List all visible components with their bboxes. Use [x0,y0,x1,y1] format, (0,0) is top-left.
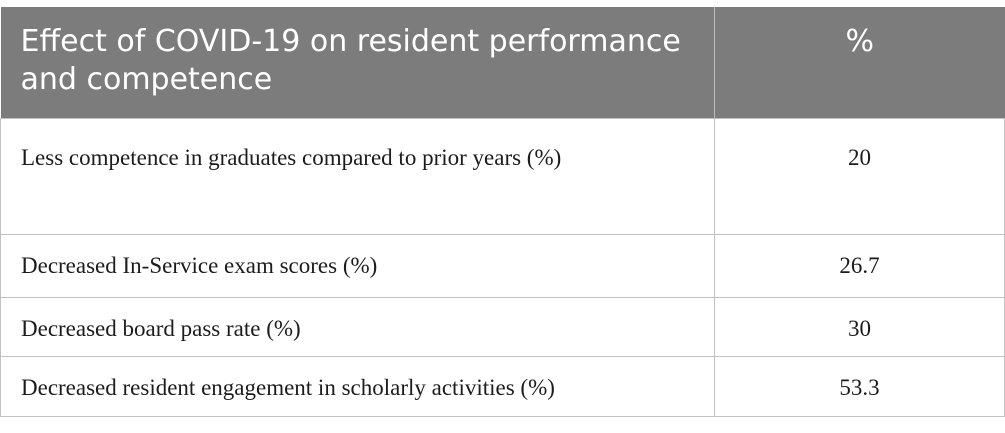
data-table: Effect of COVID-19 on resident performan… [0,7,1005,417]
table-header: Effect of COVID-19 on resident performan… [0,7,1005,118]
table-row: Decreased In-Service exam scores (%) 26.… [0,233,1005,298]
table-row: Decreased resident engagement in scholar… [0,355,1005,417]
table-body: Less competence in graduates compared to… [0,117,1005,417]
header-row: Effect of COVID-19 on resident performan… [0,7,1005,118]
row-label: Decreased In-Service exam scores (%) [0,233,715,298]
row-value: 20 [714,117,1005,235]
row-label: Decreased resident engagement in scholar… [0,355,715,417]
header-effect: Effect of COVID-19 on resident performan… [0,7,715,118]
table-row: Less competence in graduates compared to… [0,117,1005,235]
row-label: Decreased board pass rate (%) [0,296,715,357]
row-value: 30 [714,296,1005,357]
row-label: Less competence in graduates compared to… [0,117,715,235]
table-row: Decreased board pass rate (%) 30 [0,296,1005,357]
row-value: 26.7 [714,233,1005,298]
row-value: 53.3 [714,355,1005,417]
header-percent: % [714,7,1005,118]
